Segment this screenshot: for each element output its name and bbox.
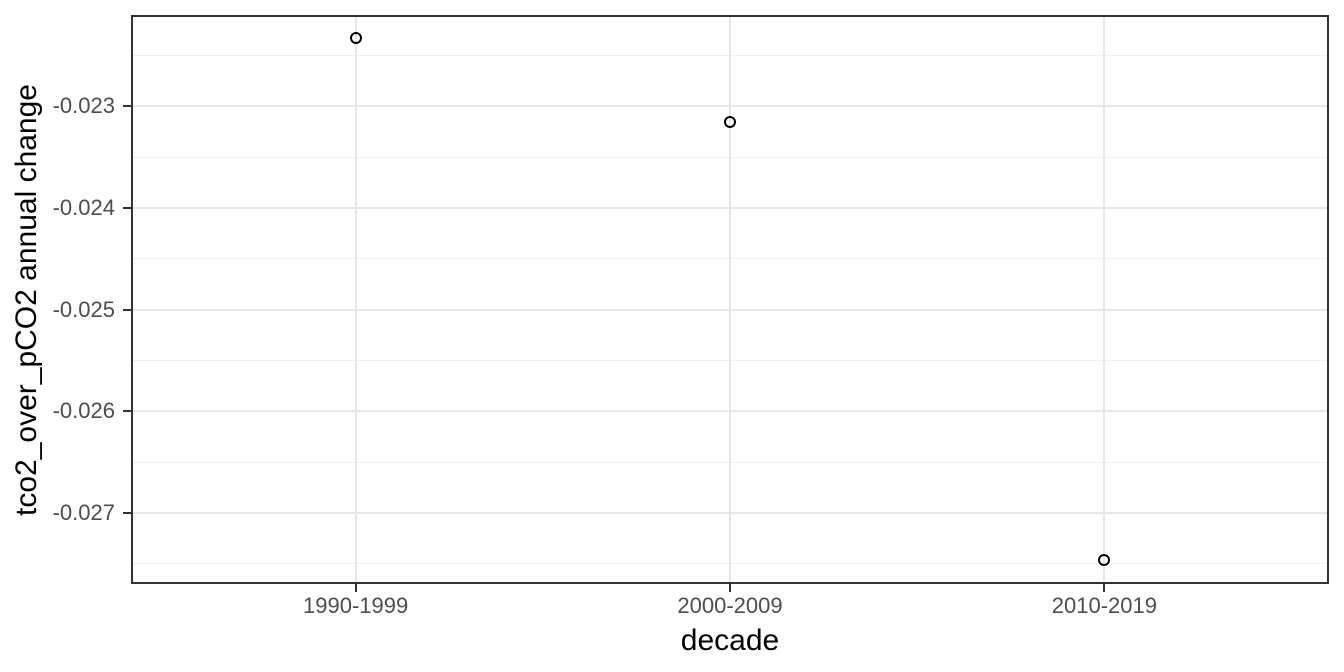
x-axis-tick xyxy=(354,584,357,592)
x-tick-label: 2000-2009 xyxy=(677,593,783,618)
data-point-2000-2009 xyxy=(724,115,736,128)
x-axis-tick xyxy=(1103,584,1106,592)
data-point-2010-2019 xyxy=(1098,553,1111,566)
y-tick-label: -0.026 xyxy=(52,398,115,424)
y-axis-tick xyxy=(123,105,131,108)
x-tick-label: 1990-1999 xyxy=(303,593,409,618)
y-tick-label: -0.023 xyxy=(52,93,115,119)
y-axis-title: tco2_over_pCO2 annual change xyxy=(10,84,43,516)
x-axis-title: decade xyxy=(680,624,780,657)
data-point-1990-1999 xyxy=(349,32,362,45)
x-tick-label: 2010-2019 xyxy=(1051,593,1157,618)
gridline-major-vertical xyxy=(354,15,357,584)
y-tick-label: -0.024 xyxy=(52,195,115,221)
gridline-major-vertical xyxy=(729,15,731,584)
y-axis-tick xyxy=(123,410,131,413)
gridline-major-vertical xyxy=(1103,15,1106,584)
x-axis-tick xyxy=(729,584,731,592)
y-axis-tick xyxy=(123,207,131,210)
y-tick-label: -0.025 xyxy=(52,296,115,322)
y-axis-tick xyxy=(123,511,131,514)
y-tick-label: -0.027 xyxy=(52,499,115,525)
y-axis-tick xyxy=(123,308,131,311)
